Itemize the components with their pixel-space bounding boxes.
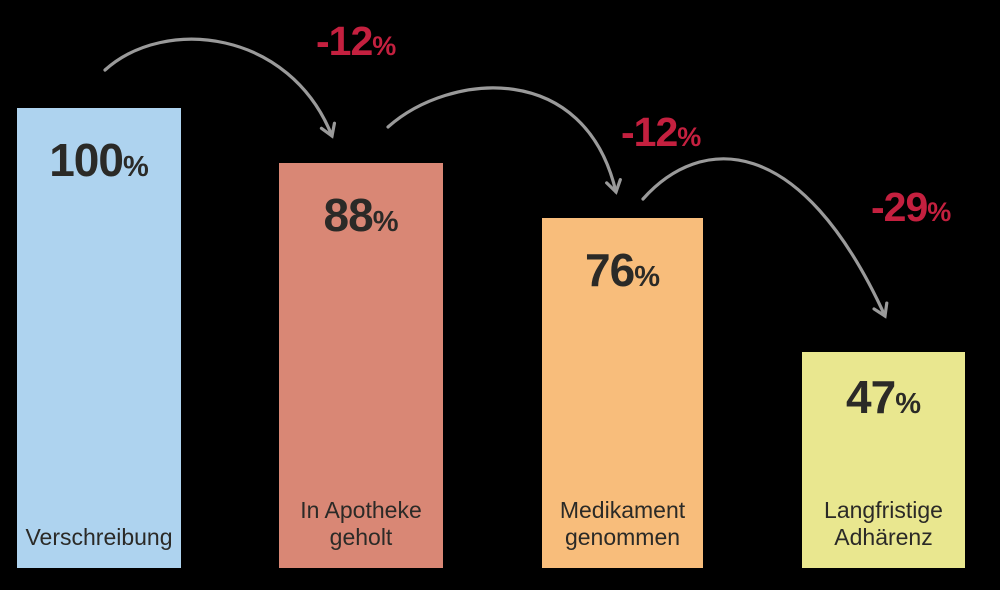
value-number: 88 — [323, 189, 374, 241]
percent-sign: % — [372, 31, 397, 61]
value-number: 100 — [49, 134, 124, 186]
arrow-2-curve — [386, 86, 618, 194]
percent-sign: % — [634, 261, 660, 293]
bar-value: 88% — [279, 187, 443, 250]
arrow-3-head-icon — [872, 301, 889, 319]
bar-verschreibung: 100% Verschreibung — [17, 108, 181, 568]
percent-sign: % — [677, 122, 702, 152]
delta-label-1: -12% — [316, 21, 396, 62]
bar-medikament-genommen: 76% Medikament genommen — [542, 218, 703, 568]
bar-value: 100% — [17, 132, 181, 195]
bar-value: 47% — [802, 369, 965, 432]
bar-langfristige-adhaerenz: 47% Langfristige Adhärenz — [802, 352, 965, 568]
delta-value: -12 — [316, 18, 373, 64]
bar-label: Verschreibung — [25, 524, 173, 550]
bar-label: In Apotheke geholt — [300, 497, 422, 550]
bar-in-apotheke-geholt: 88% In Apotheke geholt — [279, 163, 443, 568]
arrow-2-head-icon — [605, 178, 622, 195]
percent-sign: % — [372, 206, 399, 238]
value-number: 47 — [846, 371, 896, 423]
arrow-3-curve — [641, 157, 887, 318]
arrow-1-curve — [103, 37, 334, 138]
percent-sign: % — [927, 197, 952, 227]
bar-label: Medikament genommen — [559, 497, 686, 550]
delta-label-3: -29% — [871, 187, 951, 228]
arrow-1-head-icon — [319, 121, 337, 139]
value-number: 76 — [585, 244, 635, 296]
delta-label-2: -12% — [621, 112, 701, 153]
percent-sign: % — [895, 388, 921, 420]
delta-value: -12 — [621, 109, 678, 155]
delta-value: -29 — [871, 184, 928, 230]
percent-sign: % — [122, 151, 149, 183]
bar-value: 76% — [542, 242, 703, 305]
bar-label: Langfristige Adhärenz — [824, 497, 943, 550]
